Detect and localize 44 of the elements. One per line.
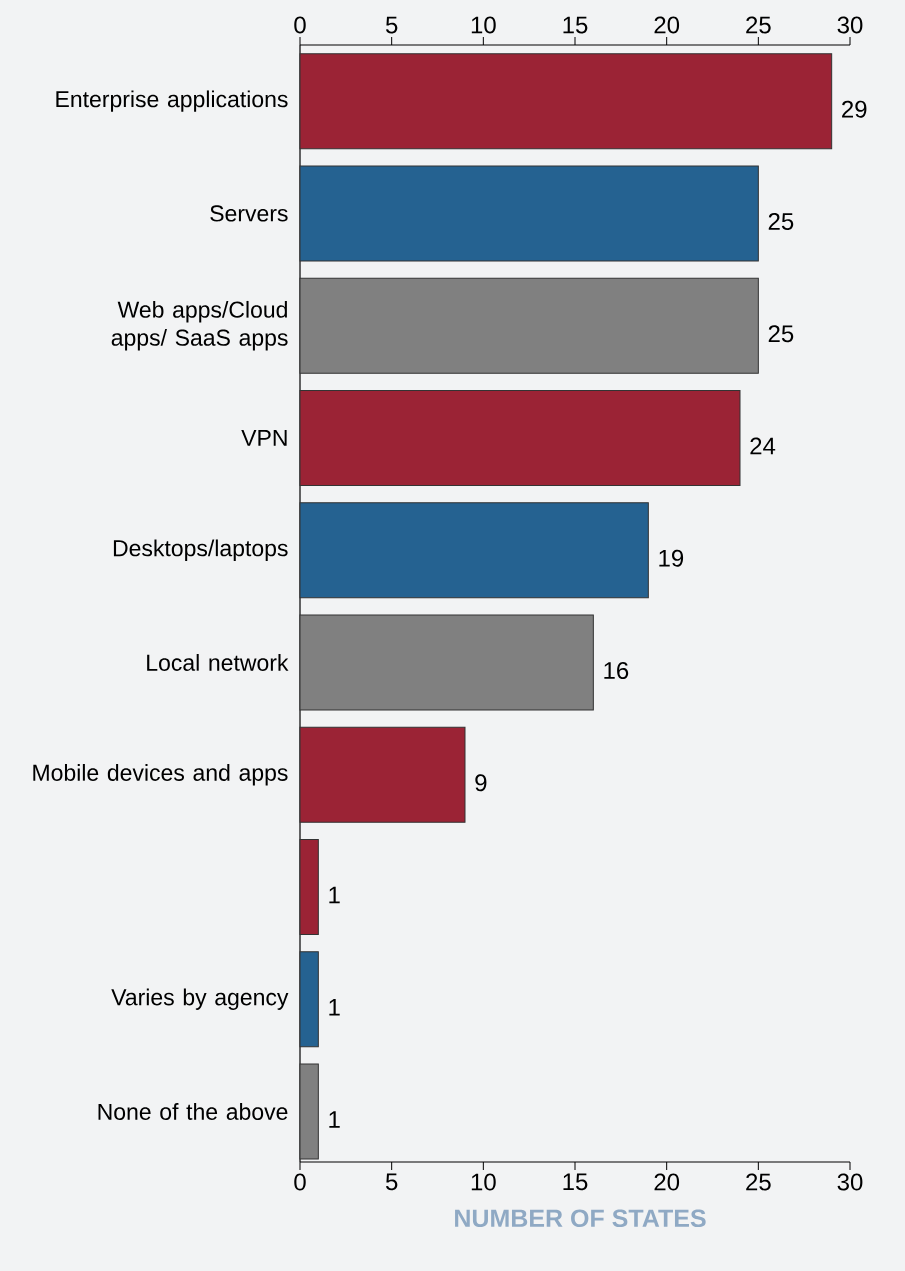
y-tick-label: Varies by agency	[111, 988, 289, 1010]
data-label: 9	[475, 774, 487, 792]
x2-tick-label: 10	[471, 16, 496, 34]
x-tick-label: 20	[654, 1173, 680, 1191]
bar	[299, 726, 466, 823]
data-label: 19	[659, 549, 684, 567]
bar	[299, 165, 759, 262]
y-tick-label: Web apps/Cloud apps/ SaaS apps	[111, 300, 288, 351]
bar	[299, 277, 759, 374]
x-tick-label: 15	[563, 1173, 588, 1191]
data-label: 25	[768, 212, 794, 230]
x-tick-label: 0	[294, 1173, 306, 1191]
y-tick-label: VPN	[241, 430, 287, 446]
data-label: 1	[329, 1111, 340, 1128]
data-label: 24	[750, 437, 776, 455]
bar	[299, 389, 741, 486]
bar	[299, 1063, 319, 1160]
x-tick-label: 25	[746, 1173, 771, 1191]
x2-tick-label: 25	[746, 16, 771, 34]
y-tick-label: Desktops/laptops	[113, 539, 288, 561]
data-label: 1	[329, 998, 340, 1016]
bar	[299, 502, 649, 599]
x2-tick-label: 20	[654, 16, 680, 34]
data-label: 16	[604, 661, 629, 679]
x2-tick-label: 0	[294, 16, 306, 34]
bar	[299, 53, 833, 150]
x-tick-label: 5	[385, 1173, 398, 1191]
data-label: 25	[768, 325, 794, 343]
data-label: 29	[842, 100, 867, 118]
y-tick-label: None of the above	[98, 1103, 288, 1120]
bar	[299, 614, 594, 711]
x2-tick-label: 30	[837, 16, 863, 34]
bar	[299, 951, 319, 1048]
x-tick-label: 10	[471, 1173, 496, 1191]
y-tick-label: Local network	[147, 654, 289, 671]
y-tick-label: Mobile devices and apps	[33, 763, 288, 786]
y-tick-label: Enterprise applications	[56, 90, 288, 112]
data-label: 1	[329, 886, 340, 904]
x2-tick-label: 5	[385, 16, 398, 34]
bar	[299, 838, 319, 935]
x-axis-title: NUMBER OF STATES	[455, 1209, 706, 1228]
y-tick-label: Servers	[210, 205, 288, 222]
x-tick-label: 30	[837, 1173, 863, 1191]
x2-tick-label: 15	[563, 16, 588, 34]
